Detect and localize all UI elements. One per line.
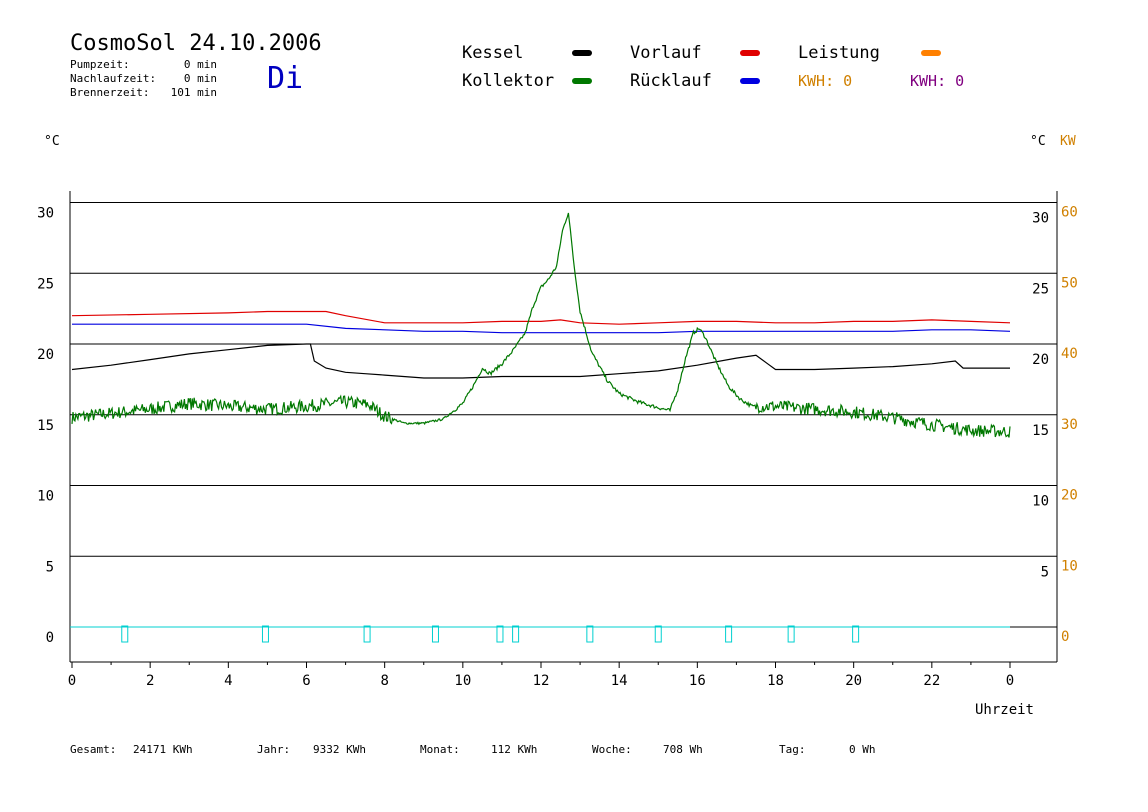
gesamt-label: Gesamt: [70,743,116,756]
nachlaufzeit-label: Nachlaufzeit: [70,72,156,85]
left-axis-unit: °C [44,134,60,149]
y-right-temp-tick-label: 10 [1032,494,1049,510]
nachlaufzeit-value: 0 min [184,72,217,85]
series-line-kessel [71,343,1010,379]
monat-label: Monat: [420,743,460,756]
kwh-orange-readout: KWH: 0 [798,72,852,90]
pump-marker [496,625,504,643]
x-tick-label: 12 [533,673,550,689]
y-right-kw-tick-label: 20 [1061,488,1078,504]
x-tick-label: 14 [611,673,628,689]
pump-marker [431,625,439,643]
tag-value: 0 Wh [849,743,876,756]
woche-label: Woche: [592,743,632,756]
monat-value: 112 KWh [491,743,537,756]
jahr-label: Jahr: [257,743,290,756]
woche-value: 708 Wh [663,743,703,756]
pump-marker [363,625,371,643]
jahr-value: 9332 KWh [313,743,366,756]
x-tick-label: 20 [845,673,862,689]
x-tick-label: 16 [689,673,706,689]
day-label: Di [267,61,303,96]
right-axis-unit: °C [1030,134,1046,149]
legend-vorlauf-swatch [740,50,760,56]
y-right-temp-tick-label: 25 [1032,281,1049,297]
y-right-kw-tick-label: 0 [1061,629,1069,645]
y-right-temp-tick-label: 30 [1032,211,1049,227]
gesamt-value: 24171 KWh [133,743,193,756]
legend-leistung-swatch [921,50,941,56]
y-left-tick-label: 20 [37,347,54,363]
y-left-tick-label: 0 [46,630,54,646]
brennerzeit-value: 101 min [171,86,217,99]
series-line-vorlauf [71,310,1011,325]
pump-marker [121,625,129,643]
y-right-kw-tick-label: 10 [1061,558,1078,574]
pumpzeit-value: 0 min [184,58,217,71]
kwh-purple-readout: KWH: 0 [910,72,964,90]
x-tick-label: 10 [454,673,471,689]
y-right-kw-tick-label: 50 [1061,275,1078,291]
series-line-kollektor [71,212,1011,438]
pump-marker [261,625,269,643]
legend-vorlauf-label: Vorlauf [630,43,702,63]
x-tick-label: 18 [767,673,784,689]
pump-marker [512,625,520,643]
x-tick-label: 8 [380,673,388,689]
brennerzeit-label: Brennerzeit: [70,86,149,99]
chart-title: CosmoSol 24.10.2006 [70,31,322,56]
x-tick-label: 0 [1006,673,1014,689]
x-axis-label: Uhrzeit [975,702,1034,718]
x-tick-label: 4 [224,673,232,689]
y-left-tick-label: 15 [37,418,54,434]
y-right-kw-tick-label: 40 [1061,346,1078,362]
footer-totals: Gesamt: 24171 KWh Jahr: 9332 KWh Monat: … [70,743,876,756]
legend-kessel-swatch [572,50,592,56]
legend-kessel-label: Kessel [462,43,523,63]
x-tick-label: 6 [302,673,310,689]
x-tick-label: 0 [68,673,76,689]
pumpzeit-label: Pumpzeit: [70,58,130,71]
legend-leistung-label: Leistung [798,43,880,63]
pump-marker [725,625,733,643]
y-left-tick-label: 30 [37,206,54,222]
y-right-temp-tick-label: 20 [1032,352,1049,368]
y-left-tick-label: 5 [46,559,54,575]
tag-label: Tag: [779,743,806,756]
x-tick-label: 22 [923,673,940,689]
pump-marker [852,625,860,643]
y-right-kw-tick-label: 30 [1061,417,1078,433]
right-axis-kw-unit: KW [1060,134,1076,149]
legend-ruecklauf-label: Rücklauf [630,71,712,91]
series-line-ruecklauf [72,323,1011,334]
pump-marker [787,625,795,643]
legend-kollektor-label: Kollektor [462,71,554,91]
legend-kollektor-swatch [572,78,592,84]
legend-ruecklauf-swatch [740,78,760,84]
y-right-kw-tick-label: 60 [1061,205,1078,221]
y-right-temp-tick-label: 5 [1041,564,1049,580]
y-right-temp-tick-label: 15 [1032,423,1049,439]
x-tick-label: 2 [146,673,154,689]
y-left-tick-label: 10 [37,489,54,505]
pump-marker [654,625,662,643]
pump-marker [586,625,594,643]
y-left-tick-label: 25 [37,276,54,292]
